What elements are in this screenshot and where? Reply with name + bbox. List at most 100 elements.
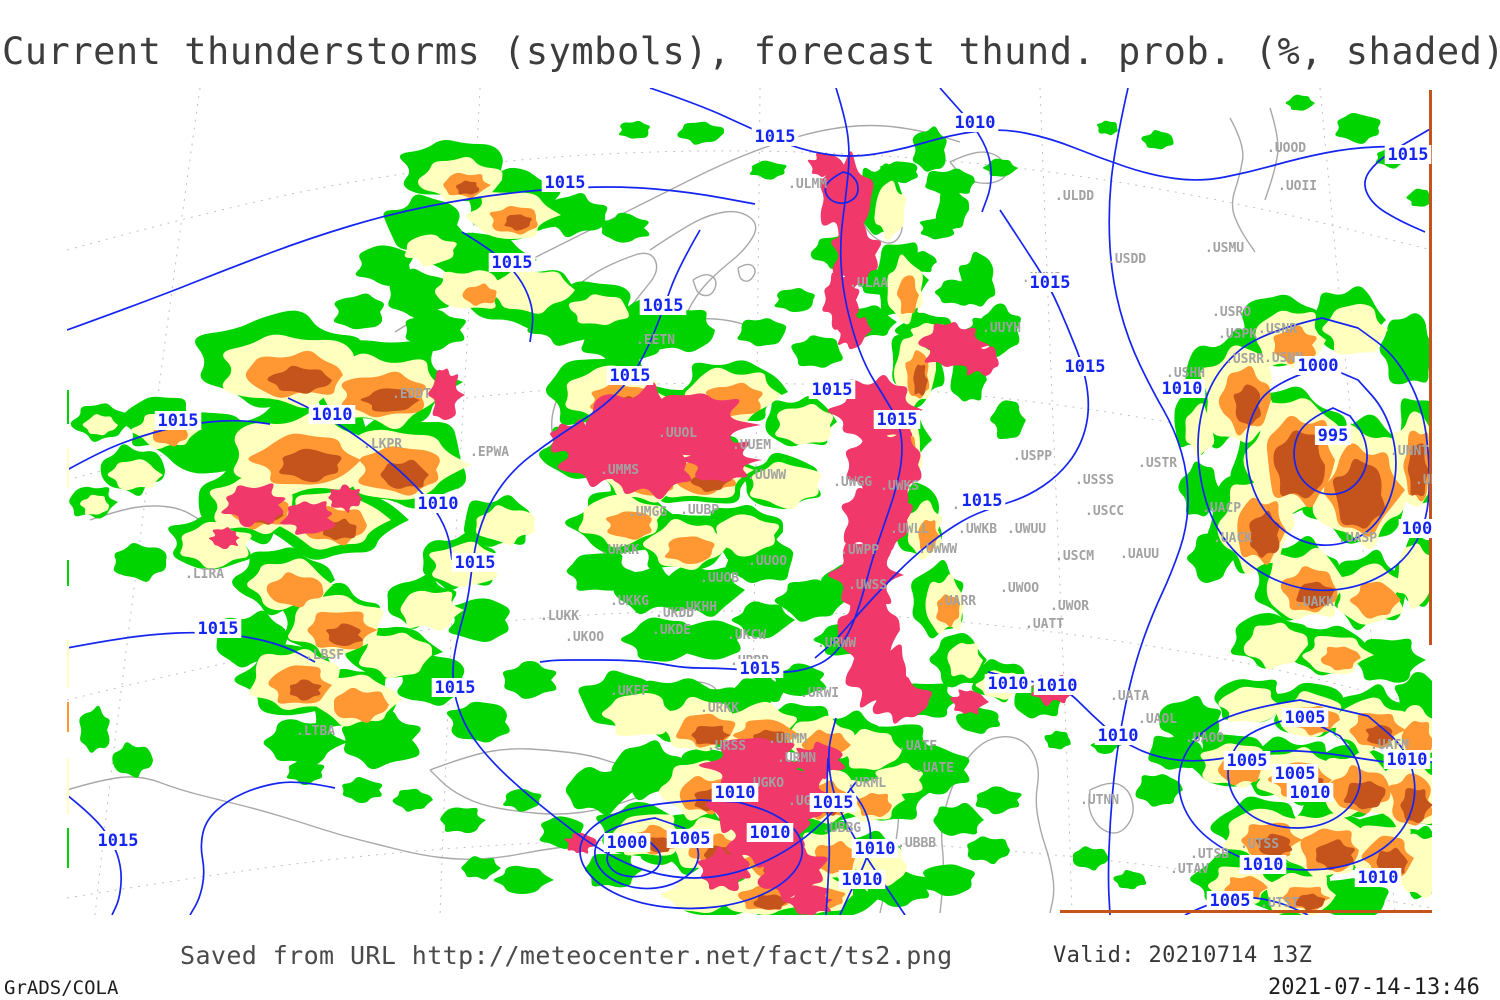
prob-shading-green (342, 777, 383, 803)
isobar-value-label: 1005 (1210, 891, 1251, 911)
prob-shading-yellow (1396, 833, 1432, 899)
station-id-label: .UKDE (652, 623, 691, 638)
isobar-label-bg (1383, 750, 1431, 769)
prob-shading-green (1355, 638, 1426, 683)
station-id-label: .UBBB (897, 836, 936, 851)
isobar-label-bg (746, 823, 794, 842)
station-id-label: .UARR (937, 594, 976, 609)
isobar-value-label: 1015 (545, 173, 586, 193)
prob-shading-yellow (359, 632, 432, 679)
isobar-label-bg (1158, 379, 1206, 398)
thunderstorm-symbol-cluster (831, 219, 882, 291)
station-id-label: .UATT (1025, 617, 1064, 632)
map-edge-shading (67, 640, 69, 688)
prob-shading-green (446, 701, 510, 743)
prob-shading-yellow (475, 505, 536, 545)
prob-shading-orange (1320, 646, 1361, 671)
creation-timestamp: 2021-07-14-13:46 (1268, 975, 1480, 1000)
station-id-label: .UKOO (565, 630, 604, 645)
prob-shading-rust (1332, 458, 1386, 529)
isobar-value-label: 1010 (1290, 783, 1331, 803)
isobar-label-bg (541, 173, 589, 192)
prob-shading-green (1113, 870, 1147, 890)
prob-shading-green (383, 194, 465, 254)
station-id-label: .UASP (1338, 531, 1377, 546)
prob-shading-green (113, 542, 167, 582)
station-id-label: .UATE (915, 761, 954, 776)
prob-shading-green (448, 598, 510, 642)
isobar-label-bg (1281, 708, 1329, 727)
isobar-label-bg (1094, 726, 1142, 745)
isobar-label-bg (639, 296, 687, 315)
coastline (89, 505, 201, 521)
station-id-label: .USHH (1166, 366, 1205, 381)
isobar-value-label: 1010 (715, 783, 756, 803)
prob-shading-green (774, 579, 847, 622)
isobar-value-label: 1010 (750, 823, 791, 843)
prob-shading-green (990, 400, 1026, 439)
station-id-label: .UAOO (1185, 731, 1224, 746)
thunderstorm-symbol-cluster (208, 527, 240, 549)
prob-shading-yellow (404, 234, 457, 267)
station-id-label: .UWKB (958, 522, 997, 537)
isobar-label-bg (94, 831, 142, 850)
station-id-label: .UWUU (1007, 522, 1046, 537)
station-id-label: .USCC (1085, 504, 1124, 519)
isobar-line (1245, 365, 1397, 546)
prob-shading-rust (1249, 510, 1280, 558)
station-id-label: .LBSF (305, 648, 344, 663)
prob-shading-green (660, 564, 745, 617)
isobar-label-bg (431, 678, 479, 697)
prob-shading-yellow (775, 403, 834, 445)
prob-shading-green (503, 789, 542, 812)
prob-shading-rust (289, 679, 322, 701)
station-id-label: .USCM (1055, 549, 1094, 564)
prob-shading-orange (1273, 325, 1317, 365)
prob-shading-green (677, 121, 724, 145)
isobar-label-bg (154, 411, 202, 430)
prob-shading-yellow (1395, 543, 1432, 610)
station-id-label: .USDD (1107, 252, 1146, 267)
prob-shading-yellow (80, 494, 109, 515)
station-id-label: .URWI (800, 686, 839, 701)
isobar-label-bg (958, 491, 1006, 510)
station-id-label: .UUYH (982, 321, 1021, 336)
coastline (737, 263, 756, 282)
prob-shading-yellow (400, 590, 464, 631)
prob-shading-yellow (568, 294, 629, 325)
station-id-label: .UBBG (822, 821, 861, 836)
station-id-label: .UWOO (1000, 581, 1039, 596)
prob-shading-green (440, 807, 486, 834)
prob-shading-green (1406, 188, 1432, 207)
coastline (649, 210, 757, 341)
thunderstorm-symbol-cluster (950, 689, 989, 715)
station-id-label: .UWLL (890, 522, 929, 537)
station-id-label: .USTR (1138, 456, 1177, 471)
isobar-label-bg (1271, 764, 1319, 783)
isobar-value-label: 1015 (1030, 273, 1071, 293)
graticule-line (1319, 88, 1396, 915)
station-id-label: .ULDD (1055, 189, 1094, 204)
prob-shading-green (774, 287, 815, 312)
station-id-label: .UTST (1260, 896, 1299, 911)
station-id-label: .UTAV (1170, 862, 1209, 877)
prob-shading-green (1159, 695, 1222, 745)
station-id-label: .UKFF (610, 684, 649, 699)
map-edge-shading (67, 702, 69, 732)
isobar-value-label: 1005 (1402, 519, 1443, 539)
prob-shading-rust (456, 180, 480, 195)
isobar-value-label: 1010 (312, 405, 353, 425)
isobar-value-label: 1010 (418, 494, 459, 514)
station-id-label: .UWKS (880, 479, 919, 494)
station-id-label: .USMU (1205, 241, 1244, 256)
prob-shading-green (1044, 730, 1071, 750)
prob-shading-yellow (107, 459, 163, 491)
station-id-label: .LUKK (540, 609, 579, 624)
prob-shading-green (1073, 846, 1109, 871)
coastline (1229, 117, 1256, 253)
station-id-label: .UTNN (1080, 793, 1119, 808)
prob-shading-green (286, 759, 325, 785)
isobar-line (461, 231, 534, 343)
isobar-label-bg (1239, 855, 1287, 874)
